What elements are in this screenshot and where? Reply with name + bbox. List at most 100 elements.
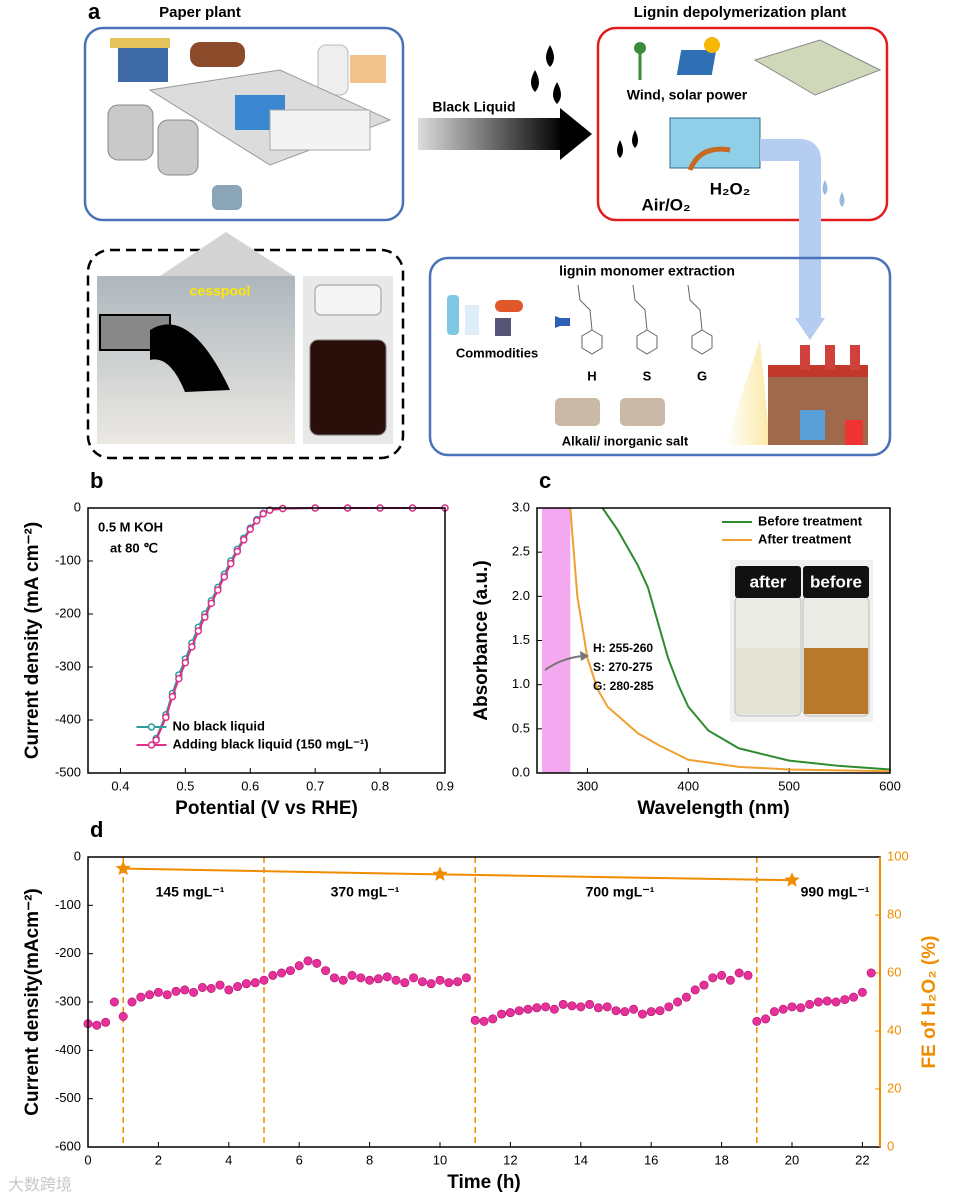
data-point [201,613,209,621]
data-point [277,968,287,978]
data-point [180,985,190,995]
data-point [240,536,248,544]
data-point [356,973,366,983]
x-tick-label: 2 [155,1152,162,1167]
paper-plant-title: Paper plant [159,4,241,21]
data-point [681,992,691,1002]
y-tick-label: -200 [55,945,81,960]
data-point [497,1009,507,1019]
x-tick-label: 16 [644,1152,658,1167]
data-point [532,1003,542,1013]
inset-cap [735,566,801,598]
series-line [601,507,891,771]
black-liquid-arrow [418,118,563,150]
outflow [150,324,230,392]
monomer-label: S [643,368,652,383]
data-point [787,1002,797,1012]
x-axis-title: Wavelength (nm) [637,798,789,819]
paper-plant-box [83,26,405,222]
legend-label: Before treatment [758,513,863,528]
segment-label: 370 mgL⁻¹ [331,884,400,900]
y-tick-label: -400 [55,711,81,726]
y-axis-title: Current density (mA cm⁻²) [22,522,43,759]
x-tick-label: 14 [574,1152,588,1167]
depolymerization-box [596,26,889,222]
annotation: S: 270-275 [593,660,653,674]
extraction-box [428,256,892,457]
segment-label: 145 mgL⁻¹ [156,884,225,900]
data-point [214,586,222,594]
data-point [444,978,454,988]
data-point [250,978,260,988]
x-tick-label: 600 [879,778,901,793]
data-point [215,980,225,990]
y2-tick-label: 0 [887,1138,894,1153]
data-point [188,643,196,651]
data-point [752,1016,762,1026]
zoom-cone [160,232,294,276]
wind-solar-label: Wind, solar power [627,87,748,103]
data-point [338,975,348,985]
chart-panel: c 300 400 500 600 0.0 0.5 1.0 1.5 2.0 2.5 3.0 Wavele… [471,468,901,819]
data-point [162,990,172,1000]
data-point [505,1008,515,1018]
data-point [259,510,268,518]
data-point [708,973,718,983]
data-point [162,713,170,722]
data-point [153,987,163,997]
data-point [400,978,410,988]
x-axis-title: Potential (V vs RHE) [175,798,358,819]
data-point [127,997,137,1007]
data-point [259,975,269,985]
data-point [233,547,242,556]
data-point [769,1007,779,1017]
y-tick-label: 2.0 [512,588,530,603]
data-point [303,956,313,966]
data-point [206,983,216,993]
data-point [168,692,177,701]
legend-marker [147,741,156,749]
y-tick-label: -300 [55,658,81,673]
cesspool-label: cesspool [190,283,251,299]
data-point [629,1004,639,1014]
inset-label: before [810,572,862,591]
legend-marker [147,723,156,731]
data-point [602,1002,612,1012]
data-point [194,627,203,635]
factory [768,345,868,445]
segment-label: 700 mgL⁻¹ [586,884,655,900]
watermark: 大数跨境 [8,1175,72,1194]
x-tick-label: 20 [785,1152,799,1167]
x-tick-label: 0 [84,1152,91,1167]
annotation-arrow [544,655,584,671]
data-point [849,992,859,1002]
black-liquid-label: Black Liquid [432,99,515,115]
data-point [294,961,304,971]
data-point [321,966,331,976]
plot-frame [87,856,881,1148]
data-point [664,1002,674,1012]
panel-a: a Paper plant Lignin depolymerization pl… [83,0,892,460]
legend-label: No black liquid [173,718,266,733]
y2-tick-label: 20 [887,1080,901,1095]
data-point [549,1004,559,1014]
y2-axis-title: FE of H₂O₂ (%) [919,936,940,1069]
data-point [268,970,278,980]
h2o2-label: H₂O₂ [710,179,751,198]
data-point [118,1011,128,1021]
x-tick-label: 400 [677,778,699,793]
data-point [585,999,595,1009]
y-tick-label: 0 [74,499,81,514]
data-point [171,986,181,996]
data-point [365,975,375,985]
data-point [181,659,190,667]
flow-arrow [760,139,821,318]
data-point [576,1002,586,1012]
paper-machines [107,38,392,210]
panel-label: d [90,817,103,842]
data-point [220,573,229,581]
y-tick-label: 0 [74,848,81,863]
data-point [690,985,700,995]
y-axis-title: Absorbance (a.u.) [471,560,492,720]
data-point [637,1009,647,1019]
